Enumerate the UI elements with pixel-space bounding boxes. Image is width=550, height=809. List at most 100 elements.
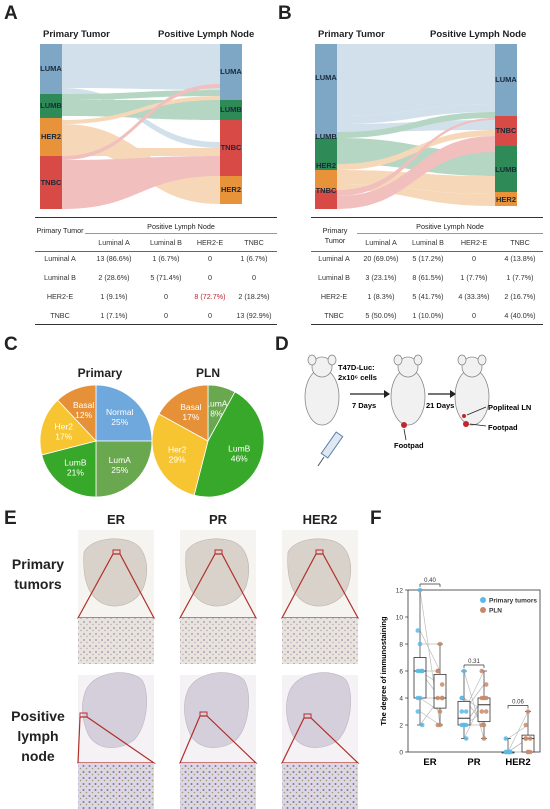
ihc-column-er [76, 530, 156, 809]
pie-value: 29% [169, 454, 186, 464]
pie-label: LumA [109, 455, 132, 465]
pie-value: 17% [55, 432, 72, 442]
flow-tnbc-luma [62, 84, 220, 160]
flow-her2-tnbc [62, 148, 220, 156]
node-label: TNBC [221, 143, 242, 152]
p-value: 0.06 [512, 700, 524, 706]
data-point [479, 709, 485, 714]
node-label: LUMB [315, 132, 337, 141]
data-point [463, 709, 469, 714]
pie-primary-title: Primary [77, 366, 123, 380]
data-point [435, 668, 441, 674]
node-left-lumb [315, 138, 337, 170]
table-a-lines [35, 217, 277, 325]
data-point [505, 749, 511, 755]
table-a-group-header: Positive Lymph Node [147, 222, 215, 231]
y-tick-label: 0 [399, 750, 403, 757]
table-a: Luminal A Luminal B HER2-E TNBC Luminal … [35, 235, 277, 325]
column-header: TNBC [510, 237, 530, 247]
e-column-her2: HER2 [302, 512, 338, 527]
e-column-er: ER [106, 512, 126, 527]
table-row: HER2-E 1 (9.1%) 0 8 (72.7%) 2 (18.2%) [46, 292, 270, 301]
e-column-pr: PR [208, 512, 228, 527]
node-right-lumb [495, 146, 517, 192]
footpad-label: Footpad [488, 423, 518, 432]
node-right-her2 [495, 192, 517, 206]
data-point [437, 722, 443, 728]
column-header: Luminal A [98, 237, 130, 247]
data-point [483, 709, 489, 714]
legend-label: PLN [489, 608, 502, 615]
pie-slice-luma [95, 440, 153, 498]
node-right-lumb [220, 100, 242, 120]
pie-slice-lumb [193, 391, 265, 498]
node-label: HER2 [221, 185, 241, 194]
pie-value: 8% [210, 408, 223, 418]
node-label: TNBC [316, 186, 337, 195]
sankey-b-left-title: Primary Tumor [318, 29, 385, 40]
pie-value: 25% [111, 465, 128, 475]
footpad-tumor [463, 421, 469, 427]
data-point [523, 736, 529, 741]
pie-label: Her2 [168, 444, 187, 454]
data-point [527, 736, 533, 741]
node-label: LUMB [40, 101, 62, 110]
node-label: LUMA [315, 73, 337, 82]
legend-label: Primary tumors [489, 598, 537, 605]
flow-lumb-luma [62, 90, 220, 100]
e-row-primary-tumors: Primary tumors [11, 556, 65, 592]
pie-label: LumB [64, 458, 87, 468]
table-b-group-header: Positive Lymph Node [416, 222, 484, 231]
data-point [525, 749, 531, 755]
data-point [459, 722, 465, 728]
pie-slice-her2 [39, 399, 97, 456]
flow-her2-her2 [62, 124, 220, 204]
data-point [503, 736, 509, 741]
node-left-tnbc [40, 156, 62, 209]
flow-luma-tnbc [62, 88, 220, 148]
node-label: LUMB [220, 105, 242, 114]
popliteal-label: Popliteal LN [488, 403, 531, 412]
footpad-tumor [401, 422, 407, 428]
panel-label-c: C [4, 334, 18, 355]
popliteal-ln [462, 414, 466, 418]
data-point [523, 722, 529, 728]
node-label: HER2 [41, 132, 61, 141]
node-label: HER2 [496, 195, 516, 204]
data-point [437, 709, 443, 714]
immunostaining-chart: 0 2 4 6 8 10 12 The degree of immunostaining 0.4… [379, 578, 541, 768]
data-point [415, 628, 421, 633]
column-header: HER2-E [196, 237, 224, 247]
sankey-b-right-title: Positive Lymph Node [430, 29, 527, 40]
flow-tnbc-tnbc [62, 156, 220, 209]
mouse-model-diagram: T47D-Luc: 2x10⁶ cells 7 Days 21 Days Foo… [304, 354, 531, 467]
ihc-column-pr [178, 530, 258, 809]
node-label: HER2 [316, 161, 336, 170]
flow-luma-luma [62, 44, 220, 90]
pie-slice-lumb [41, 440, 97, 498]
data-point [463, 736, 469, 741]
data-point [415, 695, 421, 701]
panel-label-e: E [4, 508, 17, 529]
node-right-luma [495, 44, 517, 116]
node-left-luma [315, 44, 337, 138]
mouse-icon [304, 354, 340, 426]
panel-label-f: F [370, 508, 382, 529]
column-header: Luminal B [412, 237, 444, 247]
data-point [461, 668, 467, 674]
data-point [419, 722, 425, 728]
mouse-icon [390, 354, 426, 426]
p-value: 0.40 [424, 578, 436, 584]
node-left-her2 [40, 118, 62, 156]
node-label: LUMA [495, 75, 517, 84]
table-row: Luminal A 20 (69.0%) 5 (17.2%) 0 4 (13.8%) [318, 254, 536, 263]
box-pr [457, 700, 471, 726]
pie-pln-title: PLN [196, 366, 220, 380]
data-point [459, 695, 465, 701]
panel-label-a: A [4, 3, 18, 24]
cells-count: 2x10⁶ cells [338, 373, 377, 382]
table-row: TNBC 5 (50.0%) 1 (10.0%) 0 4 (40.0%) [324, 311, 536, 320]
column-header: Luminal B [150, 237, 182, 247]
node-left-luma [40, 44, 62, 94]
